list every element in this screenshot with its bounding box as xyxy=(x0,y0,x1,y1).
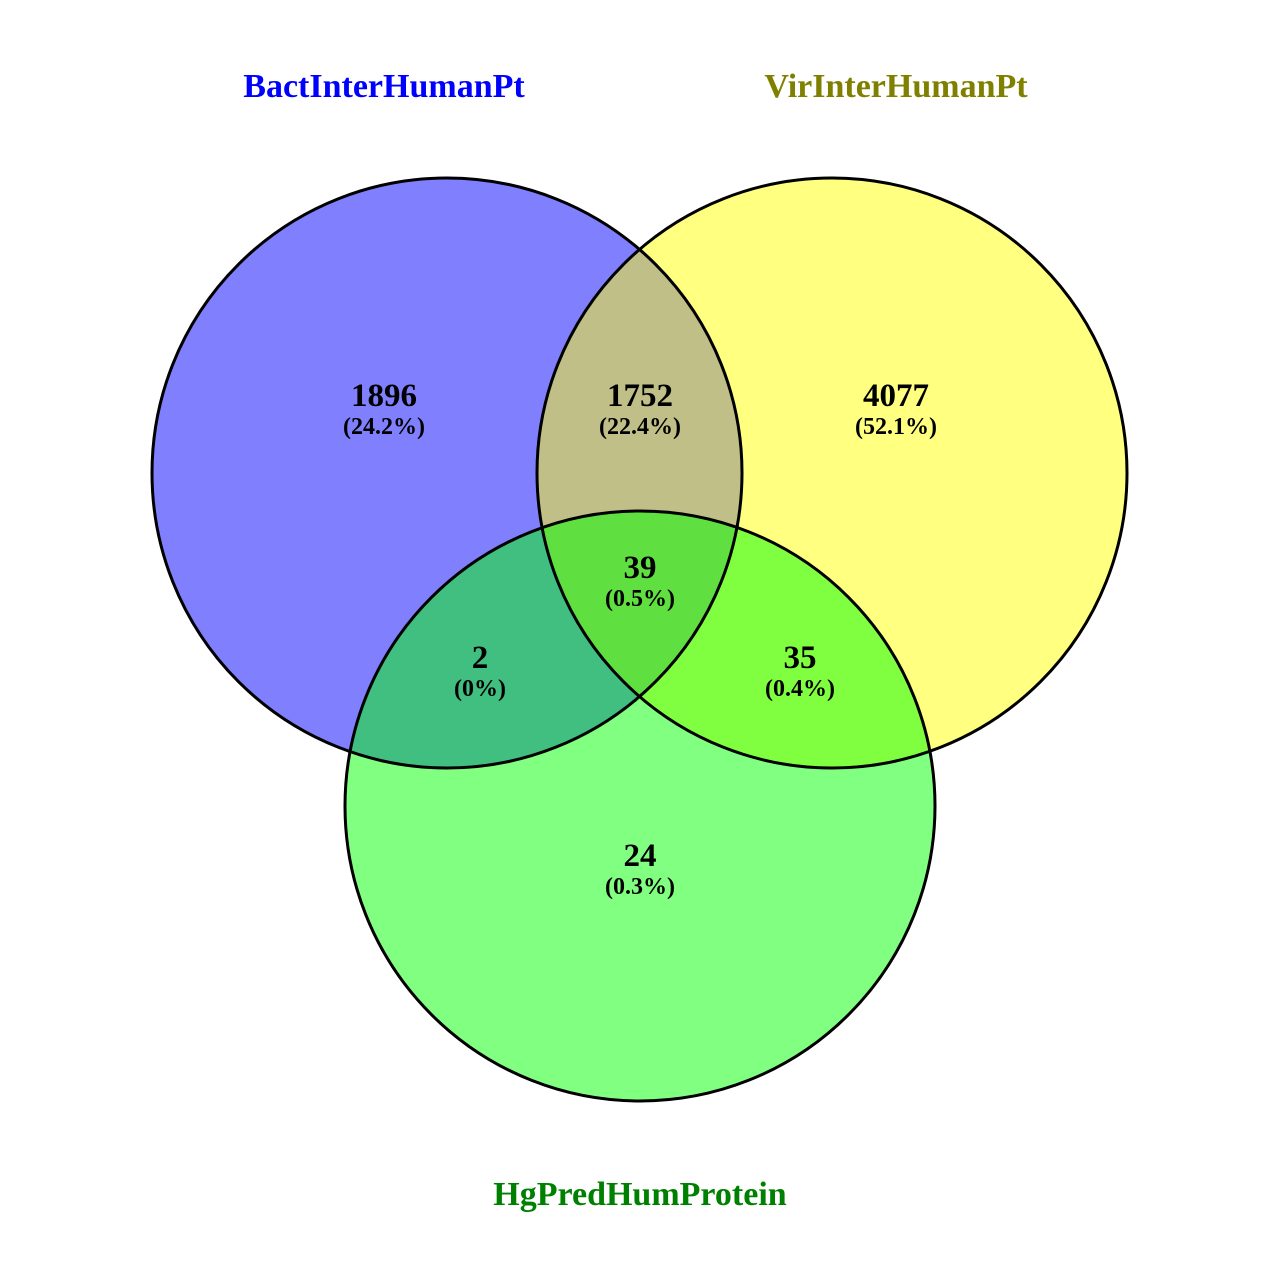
region-percent-all: (0.5%) xyxy=(605,586,675,612)
vir-hg-overlap xyxy=(537,511,935,768)
bact-circle-outline xyxy=(150,176,744,770)
region-count-vir-hg: 35 xyxy=(784,640,817,676)
region-count-hg-only: 24 xyxy=(624,838,657,874)
set-title-hg: HgPredHumProtein xyxy=(493,1176,786,1213)
region-percent-bact-hg: (0%) xyxy=(454,676,506,702)
region-count-bact-vir: 1752 xyxy=(607,378,673,414)
hg-circle-outline xyxy=(343,509,937,1103)
region-percent-bact-vir: (22.4%) xyxy=(599,414,681,440)
set-title-bact: BactInterHumanPt xyxy=(243,68,525,105)
region-percent-hg-only: (0.3%) xyxy=(605,874,675,900)
region-count-bact-hg: 2 xyxy=(472,640,489,676)
bact-hg-overlap xyxy=(345,511,742,768)
region-percent-vir-only: (52.1%) xyxy=(855,414,937,440)
vir-circle-outline xyxy=(535,176,1129,770)
region-percent-bact-only: (24.2%) xyxy=(343,414,425,440)
region-count-bact-only: 1896 xyxy=(351,378,417,414)
region-count-vir-only: 4077 xyxy=(863,378,929,414)
region-percent-vir-hg: (0.4%) xyxy=(765,676,835,702)
region-count-all: 39 xyxy=(624,550,657,586)
set-title-vir: VirInterHumanPt xyxy=(764,68,1028,105)
